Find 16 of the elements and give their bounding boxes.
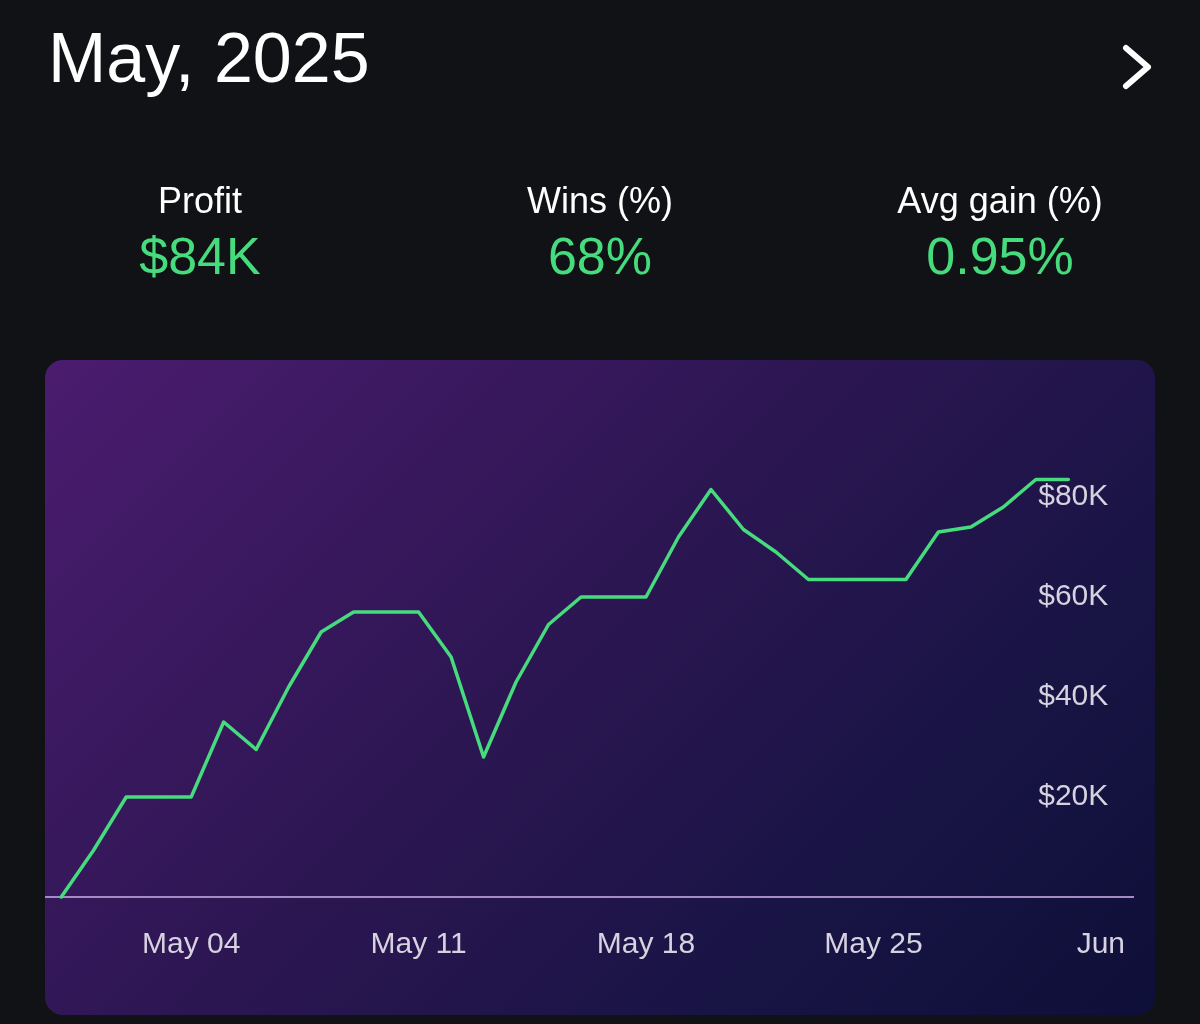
text: $84K xyxy=(139,227,261,285)
y-tick-label: $40K xyxy=(1038,678,1109,712)
category-label: Profit xyxy=(157,180,243,222)
x-tick-label: May 11 xyxy=(370,926,467,960)
text: May, 2025 xyxy=(48,18,370,98)
category-label: Avg gain (%) xyxy=(896,180,1104,222)
category-label: Wins (%) xyxy=(526,180,674,222)
x-tick-label: May 04 xyxy=(141,926,241,960)
x-tick-label: May 18 xyxy=(596,926,696,960)
y-tick-label: $60K xyxy=(1038,578,1109,612)
y-tick-label: $20K xyxy=(1038,778,1109,812)
y-tick-label: $80K xyxy=(1038,478,1109,512)
text: 0.95% xyxy=(926,227,1074,285)
text: 68% xyxy=(547,227,653,285)
x-tick-label: Jun xyxy=(1076,926,1125,960)
x-tick-label: May 25 xyxy=(824,926,923,960)
